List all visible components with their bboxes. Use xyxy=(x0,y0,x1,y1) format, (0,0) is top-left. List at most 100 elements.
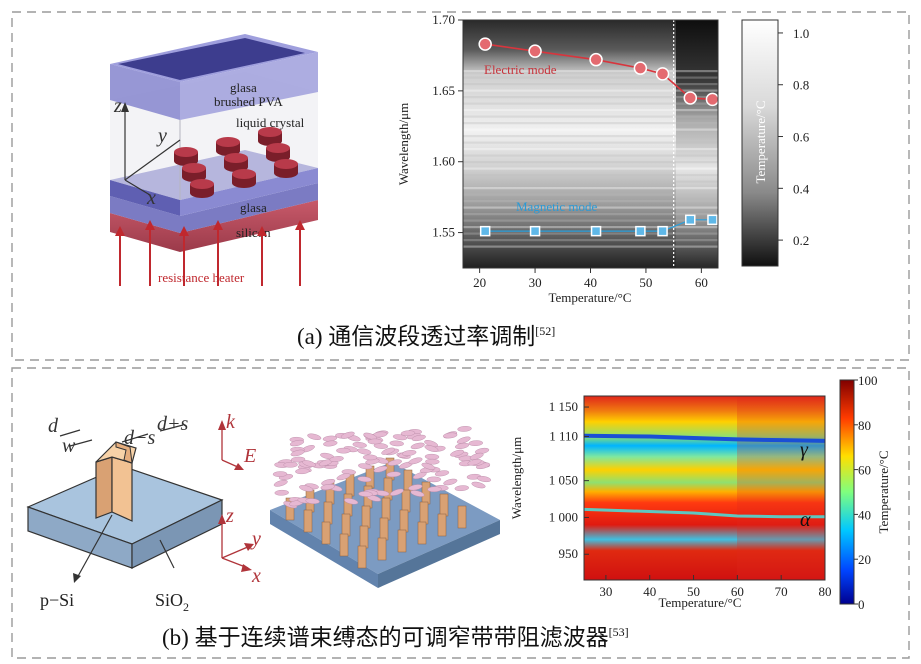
colorbar-tick-label: 80 xyxy=(858,418,871,433)
heatmap-stripe xyxy=(463,239,718,242)
pillar-top xyxy=(274,159,298,169)
x-tick-label: 60 xyxy=(731,584,744,599)
axis-z-label: z xyxy=(113,95,122,117)
lc-molecule xyxy=(454,485,469,492)
lc-molecule xyxy=(408,457,423,465)
metasurface-pillar xyxy=(343,493,353,517)
lc-molecule xyxy=(468,440,484,446)
lc-molecule xyxy=(387,459,402,466)
magnetic-mode-point xyxy=(707,214,718,226)
heatmap-stripe xyxy=(463,83,718,86)
heatmap-stripe xyxy=(463,232,718,235)
y-tick-label: 1 050 xyxy=(549,473,578,488)
lc-molecule xyxy=(434,470,450,477)
lc-molecule xyxy=(329,456,344,462)
heatmap-stripe xyxy=(463,141,718,144)
lc-molecule xyxy=(412,471,427,480)
label-y-axis: y xyxy=(250,528,261,550)
pillar-top xyxy=(190,179,214,189)
heatmap-stripe xyxy=(463,161,718,164)
lc-molecule xyxy=(410,490,425,497)
chart-a-xlabel: Temperature/°C xyxy=(549,290,632,305)
heatmap-stripe xyxy=(463,135,718,138)
magnetic-mode-point xyxy=(635,225,646,237)
label-glass-top: glasa xyxy=(230,80,257,95)
metasurface-pillar xyxy=(381,497,391,521)
heatmap-stripe xyxy=(463,122,718,125)
p-si-pillar xyxy=(95,456,113,519)
heatmap-stripe xyxy=(463,154,718,157)
heatmap-stripe xyxy=(463,115,718,118)
chart-b-colorbar xyxy=(839,379,855,605)
heatmap-stripe xyxy=(463,219,718,222)
x-tick-label: 70 xyxy=(775,584,788,599)
lc-molecule xyxy=(392,434,408,441)
axis-x-label: x xyxy=(146,187,156,209)
colorbar-tick-label: 100 xyxy=(858,373,878,388)
electric-mode-point xyxy=(589,52,603,67)
colorbar-tick-label: 0.2 xyxy=(793,233,809,248)
chart-b-xlabel: Temperature/°C xyxy=(659,595,742,610)
metasurface-pillar xyxy=(399,509,409,533)
magnetic-mode-point xyxy=(479,225,491,237)
heatmap-stripe xyxy=(463,167,718,170)
heatmap-stripe xyxy=(463,206,718,209)
heatmap-stripe xyxy=(463,89,718,92)
pillar-top xyxy=(216,137,240,147)
alpha-mode-label: α xyxy=(800,509,811,531)
metasurface-pillar xyxy=(361,505,371,529)
resonator-pillars xyxy=(174,127,298,198)
heater-arrow-head xyxy=(257,226,267,236)
lc-molecule xyxy=(352,442,367,448)
lc-molecule xyxy=(410,442,425,450)
chart-a-ylabel: Wavelength/μm xyxy=(396,103,411,185)
top-glass-side xyxy=(180,52,318,120)
x-tick-label: 20 xyxy=(473,275,486,290)
y-tick-label: 1 110 xyxy=(549,428,578,443)
heater-arrow-head xyxy=(295,220,305,230)
magnetic-mode-point xyxy=(685,214,696,226)
lc-molecule xyxy=(456,436,471,444)
metasurface-pillar xyxy=(437,513,447,537)
metasurface-pillar xyxy=(339,533,349,557)
lc-molecules xyxy=(272,426,492,509)
lc-molecule xyxy=(344,498,359,505)
lc-molecule xyxy=(357,476,372,483)
lc-molecule xyxy=(450,449,465,457)
metasurface-pillar xyxy=(457,505,467,529)
colorbar-tick-label: 0.6 xyxy=(793,130,810,145)
heater-arrow-head xyxy=(115,226,125,236)
metasurface-with-liquid-crystal xyxy=(270,426,500,588)
heatmap-stripe xyxy=(463,96,718,99)
label-glass-bottom: glasa xyxy=(240,200,267,215)
heatmap-stripe xyxy=(463,187,718,190)
lc-molecule xyxy=(408,484,423,491)
metasurface-pillar xyxy=(419,501,429,525)
lc-molecule xyxy=(358,491,373,497)
dimension-arrows xyxy=(59,424,184,447)
heater-arrow-head xyxy=(213,220,223,230)
lc-molecule xyxy=(443,478,458,486)
electric-mode-label: Electric mode xyxy=(484,62,557,77)
lc-molecule xyxy=(290,449,305,457)
heatmap-stripe xyxy=(463,128,718,131)
label-z-axis: z xyxy=(225,505,234,527)
lc-molecule xyxy=(283,461,298,468)
x-tick-label: 30 xyxy=(599,584,612,599)
y-tick-label: 950 xyxy=(559,546,579,561)
panel-b-unit-cell-diagram: d w d−s d+s p−Si SiO2 k E z y x xyxy=(26,411,261,614)
x-tick-label: 50 xyxy=(639,275,652,290)
colorbar-tick-label: 40 xyxy=(858,507,871,522)
gamma-mode-line xyxy=(583,433,826,443)
x-tick-label: 40 xyxy=(643,584,656,599)
chart-b-frame xyxy=(583,395,826,581)
lc-molecule xyxy=(295,468,310,475)
metasurface-pillar xyxy=(303,509,313,533)
dim-d-minus-s-label: d−s xyxy=(124,427,155,449)
lc-molecule xyxy=(467,458,482,466)
lc-molecule xyxy=(290,456,306,463)
axis-y-label: y xyxy=(156,125,167,147)
chart-b-heatmap xyxy=(584,396,825,580)
lc-molecule xyxy=(471,481,486,489)
heatmap-stripe xyxy=(463,180,718,183)
